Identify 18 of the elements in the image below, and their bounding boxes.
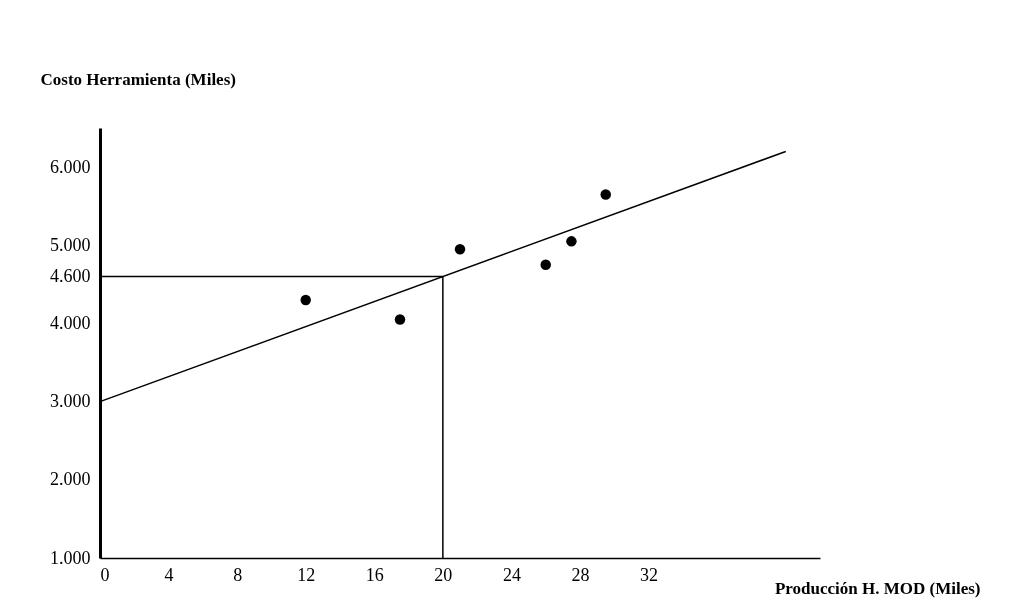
y-tick-label: 6.000 [50, 156, 91, 177]
x-tick-label: 8 [233, 564, 243, 585]
x-tick-label: 0 [100, 564, 110, 585]
x-tick-label: 28 [571, 564, 590, 585]
x-tick-label: 4 [164, 564, 174, 585]
x-axis-title: Producción H. MOD (Miles) [774, 578, 981, 598]
x-tick-label: 24 [502, 564, 521, 585]
y-tick-label: 5.000 [50, 234, 91, 255]
x-tick-label: 32 [640, 564, 659, 585]
y-tick-label: 4.000 [50, 312, 91, 333]
x-tick-label: 20 [434, 564, 453, 585]
x-tick-label: 16 [365, 564, 384, 585]
y-axis-title: Costo Herramienta (Miles) [40, 69, 236, 89]
y-tick-label: 1.000 [50, 547, 91, 568]
y-tick-label: 2.000 [50, 469, 91, 490]
y-tick-label: 4.600 [50, 266, 91, 287]
x-tick-label: 12 [297, 564, 316, 585]
y-tick-label: 3.000 [50, 391, 91, 412]
